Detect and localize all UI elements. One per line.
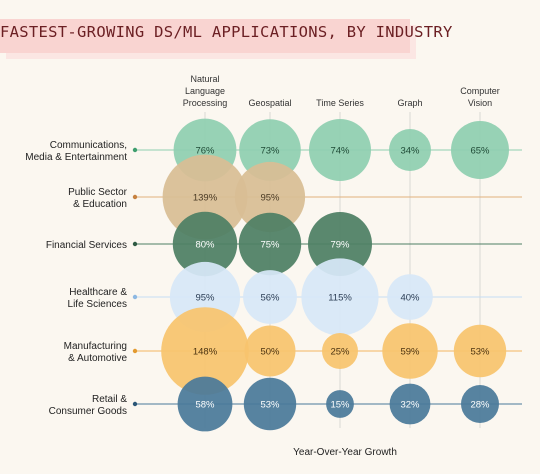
bubble xyxy=(451,121,509,179)
row-label: & Education xyxy=(73,199,127,210)
row-label: & Automotive xyxy=(68,353,127,364)
bubble xyxy=(461,385,499,423)
row-dot xyxy=(132,294,138,300)
bubble-label: 95% xyxy=(260,193,280,204)
bubble xyxy=(322,333,358,369)
bubble-label: 75% xyxy=(260,240,280,251)
row-label: Life Sciences xyxy=(68,299,127,310)
column-label: Graph xyxy=(397,98,422,108)
bubble xyxy=(172,211,238,277)
bubble-label: 76% xyxy=(195,146,215,157)
bubble-label: 65% xyxy=(470,146,490,157)
column-label: Computer xyxy=(460,86,500,96)
bubble xyxy=(243,270,297,324)
bubble xyxy=(177,376,233,432)
row-label: Healthcare & xyxy=(69,287,127,298)
title-band xyxy=(0,19,416,59)
row-dot xyxy=(132,401,138,407)
row-label: Consumer Goods xyxy=(49,406,127,417)
bubble-label: 53% xyxy=(260,400,280,411)
bubble-label: 148% xyxy=(193,347,218,358)
bubble xyxy=(308,212,372,276)
column-label: Natural xyxy=(190,74,219,84)
bubble xyxy=(309,119,371,181)
row-dot xyxy=(132,241,138,247)
bubble-label: 59% xyxy=(400,347,420,358)
column-label: Processing xyxy=(183,98,228,108)
bubble-label: 95% xyxy=(195,293,215,304)
column-label: Time Series xyxy=(316,98,364,108)
bubble xyxy=(161,307,249,395)
bubble xyxy=(238,212,302,276)
row-label: Retail & xyxy=(92,394,127,405)
row-label: Manufacturing xyxy=(64,341,127,352)
bubble xyxy=(244,325,296,377)
column-label: Vision xyxy=(468,98,492,108)
bubble-label: 73% xyxy=(260,146,280,157)
column-label: Geospatial xyxy=(248,98,291,108)
bubble xyxy=(243,377,297,431)
x-axis-label: Year-Over-Year Growth xyxy=(293,447,397,458)
bubble-label: 50% xyxy=(260,347,280,358)
bubble xyxy=(234,161,306,233)
bubble-label: 40% xyxy=(400,293,420,304)
row-dot xyxy=(132,348,138,354)
row-dot xyxy=(132,194,138,200)
bubble-label: 139% xyxy=(193,193,218,204)
bubble xyxy=(239,119,301,181)
bubble-label: 56% xyxy=(260,293,280,304)
bubble xyxy=(301,258,379,336)
bubble-label: 79% xyxy=(330,240,350,251)
column-label: Language xyxy=(185,86,225,96)
bubble xyxy=(389,129,431,171)
bubble-label: 34% xyxy=(400,146,420,157)
bubble xyxy=(382,323,438,379)
row-label: Financial Services xyxy=(46,240,127,251)
bubble-label: 74% xyxy=(330,146,350,157)
bubble-label: 28% xyxy=(470,400,490,411)
row-label: Communications, xyxy=(50,140,127,151)
bubble xyxy=(453,324,507,378)
row-dot xyxy=(132,147,138,153)
bubble xyxy=(389,383,431,425)
bubble-label: 80% xyxy=(195,240,215,251)
bubble-label: 58% xyxy=(195,400,215,411)
bubble-label: 32% xyxy=(400,400,420,411)
chart-title: FASTEST-GROWING DS/ML APPLICATIONS, BY I… xyxy=(0,23,453,41)
bubble xyxy=(326,390,354,418)
bubble-label: 115% xyxy=(328,293,352,304)
bubble-label: 53% xyxy=(470,347,490,358)
row-label: Media & Entertainment xyxy=(25,152,127,163)
bubble-label: 15% xyxy=(330,400,350,411)
bubble xyxy=(162,154,248,240)
bubble xyxy=(387,274,433,320)
bubble-label: 25% xyxy=(330,347,350,358)
row-label: Public Sector xyxy=(68,187,128,198)
